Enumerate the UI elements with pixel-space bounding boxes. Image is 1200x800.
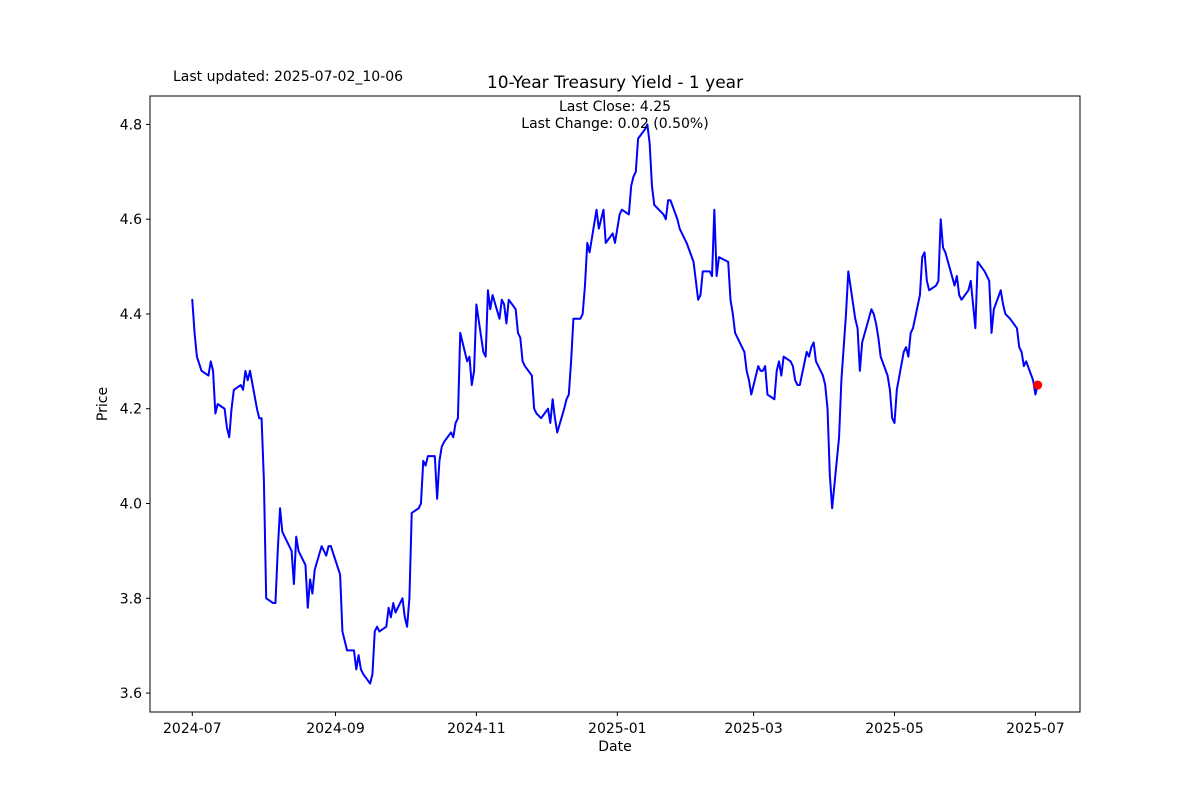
- x-tick-label: 2024-11: [447, 721, 506, 737]
- last-updated-text: Last updated: 2025-07-02_10-06: [173, 69, 404, 85]
- last-close-annotation: Last Close: 4.25: [558, 99, 672, 115]
- plot-border: [149, 95, 1081, 713]
- chart-title: 10-Year Treasury Yield - 1 year: [486, 73, 744, 93]
- last-change-annotation: Last Change: 0.02 (0.50%): [521, 116, 709, 132]
- y-tick-label: 4.2: [120, 402, 142, 418]
- y-tick-label: 4.4: [120, 307, 142, 323]
- x-tick-label: 2025-01: [588, 721, 647, 737]
- x-tick-label: 2025-07: [1006, 721, 1065, 737]
- x-tick-label: 2024-07: [163, 721, 222, 737]
- y-axis-label: Price: [95, 387, 111, 421]
- y-tick-label: 3.6: [120, 686, 142, 702]
- last-close-marker-dot: [1033, 380, 1043, 390]
- y-tick-label: 4.6: [120, 212, 142, 228]
- x-tick-label: 2025-05: [865, 721, 924, 737]
- y-tick-label: 4.0: [120, 497, 142, 513]
- x-tick-label: 2025-03: [724, 721, 783, 737]
- x-axis-label: Date: [598, 739, 631, 755]
- x-tick-label: 2024-09: [306, 721, 365, 737]
- y-tick-label: 4.8: [120, 117, 142, 133]
- y-tick-label: 3.8: [120, 591, 142, 607]
- yield-line-series: [191, 123, 1039, 685]
